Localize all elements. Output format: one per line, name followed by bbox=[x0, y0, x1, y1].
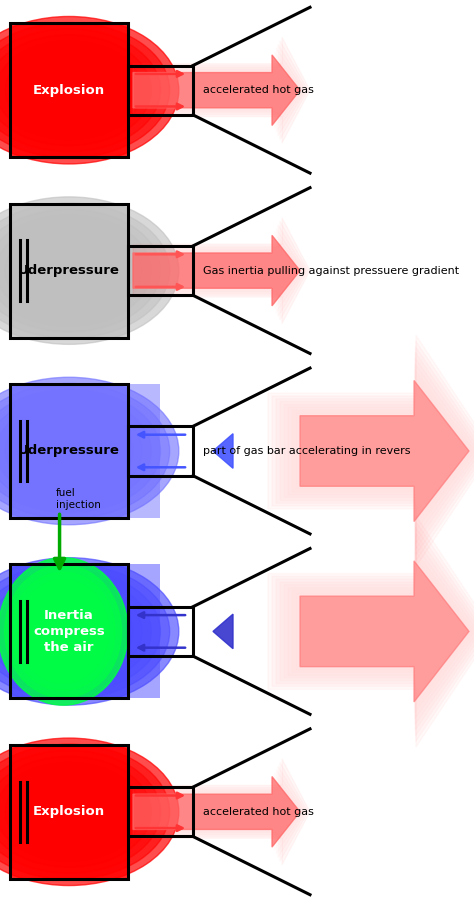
Polygon shape bbox=[133, 777, 300, 847]
Ellipse shape bbox=[23, 420, 115, 482]
Text: Inertia
compress
the air: Inertia compress the air bbox=[33, 609, 105, 654]
Bar bbox=[128, 427, 193, 475]
Ellipse shape bbox=[0, 203, 170, 338]
Ellipse shape bbox=[5, 588, 133, 675]
Ellipse shape bbox=[18, 580, 109, 683]
Ellipse shape bbox=[5, 565, 121, 698]
Ellipse shape bbox=[0, 197, 179, 345]
Bar bbox=[128, 787, 193, 836]
Bar bbox=[10, 204, 128, 337]
Ellipse shape bbox=[0, 557, 179, 705]
Bar bbox=[10, 745, 128, 879]
Ellipse shape bbox=[23, 60, 115, 121]
Ellipse shape bbox=[23, 781, 115, 842]
Ellipse shape bbox=[23, 601, 115, 662]
Ellipse shape bbox=[32, 427, 106, 475]
Bar bbox=[10, 23, 128, 157]
Bar bbox=[10, 204, 128, 337]
Ellipse shape bbox=[5, 408, 133, 494]
Ellipse shape bbox=[0, 16, 179, 164]
Polygon shape bbox=[213, 614, 233, 649]
Polygon shape bbox=[300, 561, 469, 702]
Ellipse shape bbox=[0, 402, 142, 500]
Text: Explosion: Explosion bbox=[33, 805, 105, 818]
Ellipse shape bbox=[0, 396, 151, 506]
Polygon shape bbox=[133, 37, 310, 143]
Bar bbox=[10, 23, 128, 157]
Polygon shape bbox=[133, 55, 300, 125]
Ellipse shape bbox=[0, 383, 170, 519]
Text: Explosion: Explosion bbox=[33, 84, 105, 97]
Bar bbox=[10, 384, 128, 518]
Bar bbox=[10, 565, 161, 698]
Ellipse shape bbox=[32, 66, 106, 115]
Text: part of gas bar accelerating in revers: part of gas bar accelerating in revers bbox=[203, 446, 410, 456]
Polygon shape bbox=[133, 217, 310, 324]
Ellipse shape bbox=[0, 209, 161, 332]
Polygon shape bbox=[300, 381, 469, 521]
Bar bbox=[128, 66, 193, 115]
Ellipse shape bbox=[37, 602, 89, 661]
Ellipse shape bbox=[44, 609, 82, 654]
Ellipse shape bbox=[0, 216, 151, 326]
Ellipse shape bbox=[0, 377, 179, 525]
Ellipse shape bbox=[14, 775, 124, 849]
Ellipse shape bbox=[11, 573, 115, 690]
Ellipse shape bbox=[0, 29, 161, 152]
Ellipse shape bbox=[0, 738, 179, 886]
Ellipse shape bbox=[0, 23, 170, 158]
Bar bbox=[128, 246, 193, 295]
Ellipse shape bbox=[0, 564, 170, 699]
Ellipse shape bbox=[14, 53, 124, 127]
Text: fuel
injection: fuel injection bbox=[55, 488, 100, 510]
Ellipse shape bbox=[14, 234, 124, 308]
Bar bbox=[10, 565, 128, 698]
Ellipse shape bbox=[5, 227, 133, 314]
Ellipse shape bbox=[0, 576, 151, 686]
Ellipse shape bbox=[32, 607, 106, 656]
Ellipse shape bbox=[14, 594, 124, 668]
Ellipse shape bbox=[0, 583, 142, 680]
Text: accelerated hot gas: accelerated hot gas bbox=[203, 85, 314, 96]
Ellipse shape bbox=[0, 35, 151, 145]
Ellipse shape bbox=[0, 750, 161, 873]
Ellipse shape bbox=[32, 246, 106, 295]
Text: accelerated hot gas: accelerated hot gas bbox=[203, 806, 314, 817]
Ellipse shape bbox=[31, 594, 96, 668]
Ellipse shape bbox=[5, 769, 133, 855]
Bar bbox=[10, 384, 161, 518]
Ellipse shape bbox=[0, 557, 128, 705]
Polygon shape bbox=[133, 759, 310, 865]
Ellipse shape bbox=[0, 390, 161, 512]
Text: Uderpressure: Uderpressure bbox=[18, 445, 120, 457]
Ellipse shape bbox=[32, 787, 106, 836]
Ellipse shape bbox=[14, 414, 124, 488]
Ellipse shape bbox=[0, 757, 151, 867]
Text: Gas inertia pulling against pressuere gradient: Gas inertia pulling against pressuere gr… bbox=[203, 265, 459, 276]
Ellipse shape bbox=[0, 763, 142, 861]
Ellipse shape bbox=[5, 47, 133, 133]
Ellipse shape bbox=[0, 222, 142, 319]
Ellipse shape bbox=[0, 570, 161, 693]
Ellipse shape bbox=[0, 41, 142, 139]
Bar bbox=[10, 384, 128, 518]
Ellipse shape bbox=[23, 240, 115, 301]
Ellipse shape bbox=[0, 744, 170, 879]
Ellipse shape bbox=[24, 587, 102, 676]
Bar bbox=[128, 607, 193, 656]
Polygon shape bbox=[213, 434, 233, 468]
Bar bbox=[10, 565, 128, 698]
Polygon shape bbox=[133, 235, 300, 306]
Text: Uderpressure: Uderpressure bbox=[18, 264, 120, 277]
Bar bbox=[10, 745, 128, 879]
